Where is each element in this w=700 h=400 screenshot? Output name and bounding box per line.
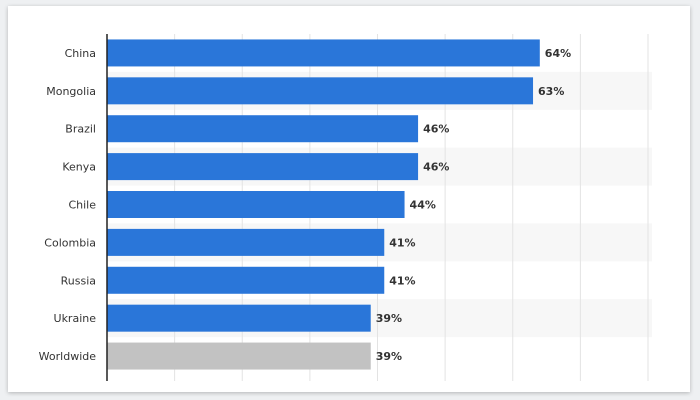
value-label: 44% [410, 199, 436, 212]
bar-kenya [107, 153, 419, 181]
value-label: 46% [423, 161, 449, 174]
bar-ukraine [107, 304, 371, 332]
bar-russia [107, 266, 385, 294]
category-label: Ukraine [54, 312, 97, 325]
bar-colombia [107, 228, 385, 256]
category-label: Russia [61, 274, 96, 287]
category-label: Kenya [62, 161, 96, 174]
bar-brazil [107, 115, 419, 143]
value-label: 64% [545, 47, 571, 60]
category-label: Brazil [65, 123, 96, 136]
category-label: Chile [68, 199, 96, 212]
value-label: 41% [389, 236, 415, 249]
category-label: Mongolia [46, 85, 96, 98]
category-label: China [65, 47, 96, 60]
value-label: 41% [389, 274, 415, 287]
bar-china [107, 39, 540, 67]
bar-mongolia [107, 77, 534, 105]
chart-card: China 64% Mongolia 63% Brazil 46% Kenya 46% Chil… [8, 6, 690, 392]
value-label: 63% [538, 85, 564, 98]
value-label: 39% [376, 350, 402, 363]
category-label: Worldwide [39, 350, 97, 363]
bar-chile [107, 191, 405, 218]
value-label: 46% [423, 123, 449, 136]
value-label: 39% [376, 312, 402, 325]
bar-chart: China 64% Mongolia 63% Brazil 46% Kenya 46% Chil… [39, 34, 652, 381]
category-label: Colombia [44, 236, 96, 249]
bar-worldwide [107, 342, 371, 370]
